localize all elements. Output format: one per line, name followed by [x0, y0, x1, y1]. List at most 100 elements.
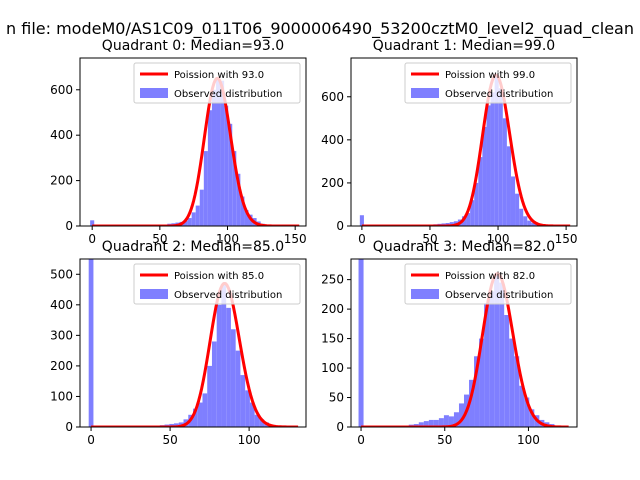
- panel-title: Quadrant 3: Median=82.0: [373, 239, 555, 255]
- y-tick-label: 250: [321, 273, 344, 287]
- x-tick-label: 0: [358, 232, 366, 246]
- x-tick-label: 150: [284, 232, 307, 246]
- y-tick-label: 100: [321, 361, 344, 375]
- panel-title: Quadrant 0: Median=93.0: [102, 38, 284, 54]
- histogram-bar: [529, 409, 535, 427]
- y-tick-label: 100: [50, 389, 73, 403]
- histogram-bar: [203, 151, 208, 226]
- histogram-bar: [207, 365, 212, 427]
- histogram-bar: [235, 350, 241, 427]
- legend-box: [404, 263, 572, 305]
- x-tick-label: 100: [238, 433, 261, 447]
- y-tick-label: 0: [65, 420, 73, 434]
- histogram-bar: [254, 414, 260, 427]
- histogram-bar: [498, 88, 503, 226]
- legend-patch-swatch: [140, 289, 168, 299]
- x-tick-label: 150: [555, 232, 578, 246]
- histogram-bar: [469, 379, 475, 427]
- legend-label-observed: Observed distribution: [174, 89, 282, 100]
- histogram-bar: [207, 110, 212, 226]
- histogram-bar: [245, 390, 250, 427]
- histogram-bar: [202, 393, 208, 427]
- legend-box: [133, 62, 301, 104]
- histogram-bar: [433, 419, 439, 427]
- y-tick-label: 200: [50, 359, 73, 373]
- legend-label-poisson: Poission with 99.0: [445, 70, 535, 81]
- histogram-bar: [519, 385, 525, 427]
- histogram-bar: [232, 151, 237, 226]
- histogram-bar: [515, 193, 520, 226]
- histogram-bar: [474, 182, 479, 226]
- histogram-bar: [428, 419, 434, 427]
- histogram-bar: [509, 338, 515, 427]
- y-tick-label: 0: [65, 219, 73, 233]
- y-tick-label: 50: [329, 391, 344, 405]
- histogram-bar: [221, 283, 227, 427]
- poisson-curve: [361, 272, 569, 427]
- histogram-bar: [466, 213, 471, 226]
- histogram-bar: [514, 356, 520, 427]
- histogram-bar: [259, 419, 265, 427]
- histogram-bar: [423, 421, 429, 427]
- histogram-bar: [448, 416, 454, 427]
- histogram-bar: [187, 218, 192, 226]
- x-tick-label: 0: [357, 433, 365, 447]
- axes-frame: [79, 57, 307, 227]
- histogram-bar: [199, 189, 204, 226]
- y-tick-label: 500: [50, 267, 73, 281]
- histogram-bar: [193, 408, 198, 427]
- histogram-bar: [499, 282, 505, 427]
- histogram-bar: [174, 423, 179, 427]
- histogram-bar: [453, 412, 459, 427]
- plot-area: [358, 259, 569, 427]
- legend-label-poisson: Poission with 82.0: [445, 271, 535, 282]
- histogram-bar: [523, 216, 528, 226]
- histogram-spike-bar: [359, 215, 364, 226]
- histogram-bar: [216, 78, 221, 226]
- legend-label-poisson: Poission with 93.0: [174, 70, 264, 81]
- histogram-spike-bar: [358, 259, 364, 427]
- legend-label-observed: Observed distribution: [445, 89, 553, 100]
- histogram-bar: [458, 403, 464, 427]
- histogram-bar: [443, 415, 449, 427]
- legend-box: [404, 62, 572, 104]
- poisson-curve: [361, 73, 571, 226]
- histogram-bar: [183, 221, 188, 226]
- x-tick-label: 0: [88, 232, 96, 246]
- histogram-bar: [527, 220, 532, 226]
- x-tick-label: 50: [162, 433, 177, 447]
- axes-frame: [350, 258, 578, 428]
- y-tick-label: 400: [50, 298, 73, 312]
- y-tick-label: 0: [336, 219, 344, 233]
- histogram-bar: [524, 397, 530, 427]
- y-tick-label: 200: [321, 302, 344, 316]
- histogram-bar: [490, 92, 495, 226]
- y-tick-label: 600: [50, 83, 73, 97]
- histogram-bar: [236, 173, 241, 226]
- legend-box: [133, 263, 301, 305]
- histogram-bar: [244, 210, 249, 226]
- legend: Poission with 93.0 Observed distribution: [133, 62, 301, 104]
- histogram-bar: [195, 205, 200, 226]
- histogram-bar: [211, 341, 217, 427]
- histogram-bar: [197, 402, 203, 427]
- y-tick-label: 150: [321, 332, 344, 346]
- legend: Poission with 99.0 Observed distribution: [404, 62, 572, 104]
- histogram-bar: [216, 304, 222, 427]
- legend-patch-swatch: [411, 88, 439, 98]
- histogram-bar: [470, 200, 475, 226]
- x-tick-label: 0: [87, 433, 95, 447]
- histogram-bar: [240, 375, 246, 427]
- histogram-bar: [502, 118, 507, 226]
- x-tick-label: 100: [216, 232, 239, 246]
- plot-area: [88, 259, 299, 427]
- x-tick-label: 100: [487, 232, 510, 246]
- legend: Poission with 85.0 Observed distribution: [133, 263, 301, 305]
- histogram-bar: [531, 222, 536, 226]
- y-tick-label: 400: [50, 128, 73, 142]
- histogram-bar: [506, 146, 511, 226]
- histogram-bar: [228, 123, 233, 226]
- histogram-bar: [494, 273, 500, 427]
- panel-title: Quadrant 2: Median=85.0: [102, 239, 284, 255]
